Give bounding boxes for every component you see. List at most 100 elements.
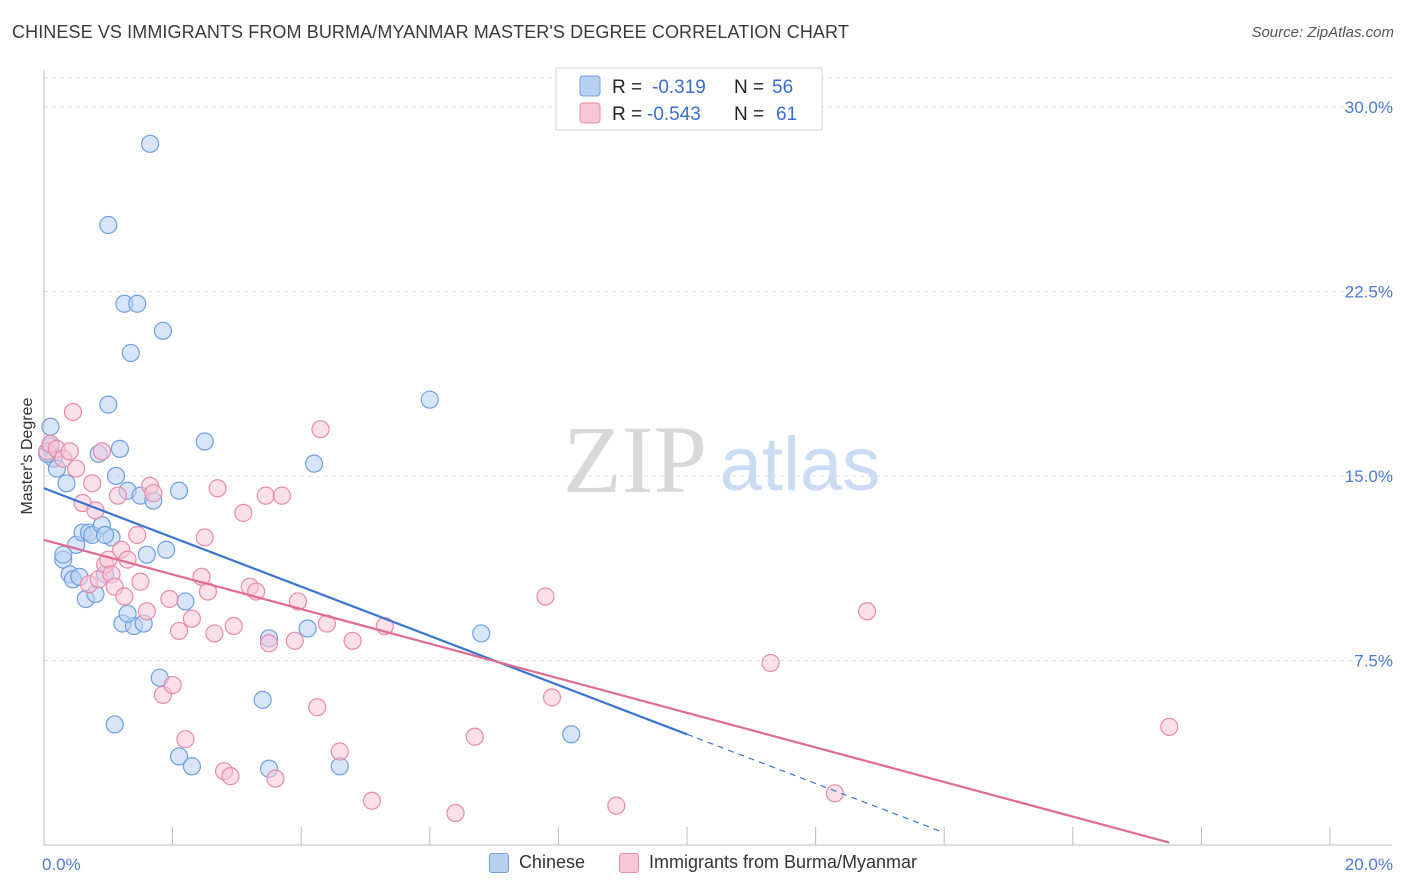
point-chinese-4	[57, 474, 76, 493]
point-chinese-17	[99, 395, 118, 414]
stats-legend: R = -0.319 N = 56 R = -0.543 N = 61	[555, 67, 823, 131]
y-tick-label-3: 7.5%	[1354, 651, 1393, 670]
legend-swatch-chinese-bottom	[488, 852, 509, 873]
tick-labels: 30.0% 22.5% 15.0% 7.5% 0.0% 20.0%	[42, 98, 1393, 874]
point-burma-12	[92, 442, 111, 461]
chart-source: Source: ZipAtlas.com	[1251, 24, 1394, 41]
point-burma-29	[169, 621, 189, 641]
point-burma-59	[542, 688, 562, 707]
point-burma-62	[825, 784, 844, 803]
point-chinese-51	[41, 417, 60, 436]
point-burma-47	[285, 631, 304, 650]
point-chinese-34	[157, 540, 176, 559]
point-chinese-50	[54, 545, 73, 564]
point-burma-28	[163, 675, 182, 695]
point-burma-54	[362, 791, 382, 810]
point-chinese-30	[140, 134, 160, 153]
watermark-atlas: atlas	[720, 422, 881, 507]
point-burma-58	[536, 587, 555, 606]
point-burma-45	[272, 486, 292, 505]
gridlines	[44, 77, 1392, 661]
legend-r-label-0: R =	[612, 77, 642, 98]
legend-r-label-1: R =	[612, 104, 642, 125]
point-chinese-25	[121, 343, 140, 363]
point-burma-63	[857, 602, 877, 621]
trend-line-burma	[43, 538, 1170, 844]
point-burma-39	[224, 616, 243, 636]
point-burma-56	[446, 803, 465, 823]
point-burma-9	[83, 474, 102, 493]
point-burma-38	[221, 767, 240, 786]
legend-n-label-1: N =	[734, 104, 764, 125]
legend-n-value-1: 61	[776, 104, 797, 125]
point-burma-49	[308, 698, 327, 717]
point-chinese-36	[176, 592, 195, 611]
point-chinese-44	[304, 454, 324, 473]
point-chinese-39	[195, 432, 214, 451]
legend-label-chinese: Chinese	[518, 852, 585, 872]
point-burma-44	[259, 634, 279, 653]
watermark-zip: ZIP	[563, 406, 707, 513]
point-burma-19	[115, 587, 134, 606]
point-chinese-46	[420, 390, 439, 409]
point-chinese-27	[128, 294, 147, 313]
point-chinese-53	[118, 604, 137, 623]
point-chinese-21	[110, 439, 129, 458]
point-burma-50	[311, 420, 330, 439]
watermark: ZIP atlas	[563, 406, 880, 513]
legend-swatch-burma-bottom	[618, 852, 639, 873]
trend-line-extension-chinese	[686, 733, 945, 834]
point-burma-46	[266, 769, 285, 788]
y-tick-label-2: 15.0%	[1345, 467, 1393, 486]
legend-label-burma: Immigrants from Burma/Myanmar	[648, 852, 918, 872]
axes	[43, 70, 1392, 846]
point-chinese-33	[153, 321, 173, 340]
point-chinese-43	[298, 619, 317, 638]
point-burma-20	[118, 550, 137, 569]
point-chinese-48	[562, 725, 581, 744]
point-burma-33	[195, 528, 214, 547]
point-burma-60	[607, 796, 626, 815]
legend-swatch-chinese	[579, 75, 601, 97]
point-chinese-20	[106, 466, 126, 486]
point-burma-61	[761, 653, 780, 673]
point-chinese-29	[137, 545, 156, 564]
point-burma-52	[330, 742, 349, 761]
series-legend: Chinese Immigrants from Burma/Myanmar	[0, 852, 1406, 873]
point-burma-21	[128, 525, 147, 545]
point-burma-53	[343, 631, 362, 650]
point-burma-5	[63, 402, 83, 422]
point-burma-48	[288, 592, 308, 611]
point-chinese-47	[472, 624, 491, 643]
point-burma-40	[234, 503, 253, 522]
point-chinese-38	[182, 757, 201, 776]
point-burma-4	[60, 442, 79, 461]
point-burma-27	[160, 589, 179, 609]
point-burma-31	[182, 609, 201, 628]
x-tick-label-1: 20.0%	[1345, 855, 1393, 874]
point-burma-22	[131, 572, 150, 591]
legend-item-chinese: Chinese	[488, 852, 585, 873]
point-chinese-49	[99, 215, 118, 235]
point-burma-17	[108, 486, 128, 505]
point-chinese-37	[169, 747, 189, 766]
point-burma-25	[144, 484, 163, 503]
x-tick-label-0: 0.0%	[42, 855, 81, 874]
legend-n-value-0: 56	[772, 77, 793, 98]
point-burma-64	[1160, 717, 1179, 737]
point-burma-36	[208, 479, 227, 498]
trend-line-chinese	[43, 487, 688, 736]
point-burma-30	[176, 730, 195, 749]
point-chinese-35	[169, 481, 189, 500]
point-chinese-19	[105, 715, 124, 734]
data-points	[38, 134, 1179, 823]
point-burma-35	[205, 624, 224, 643]
point-burma-43	[256, 486, 275, 505]
legend-n-label-0: N =	[734, 77, 764, 98]
trend-lines	[43, 487, 1170, 844]
chart-title: CHINESE VS IMMIGRANTS FROM BURMA/MYANMAR…	[12, 22, 849, 42]
legend-r-value-1: -0.543	[647, 104, 701, 125]
point-chinese-55	[95, 525, 115, 545]
legend-swatch-burma	[579, 102, 601, 124]
